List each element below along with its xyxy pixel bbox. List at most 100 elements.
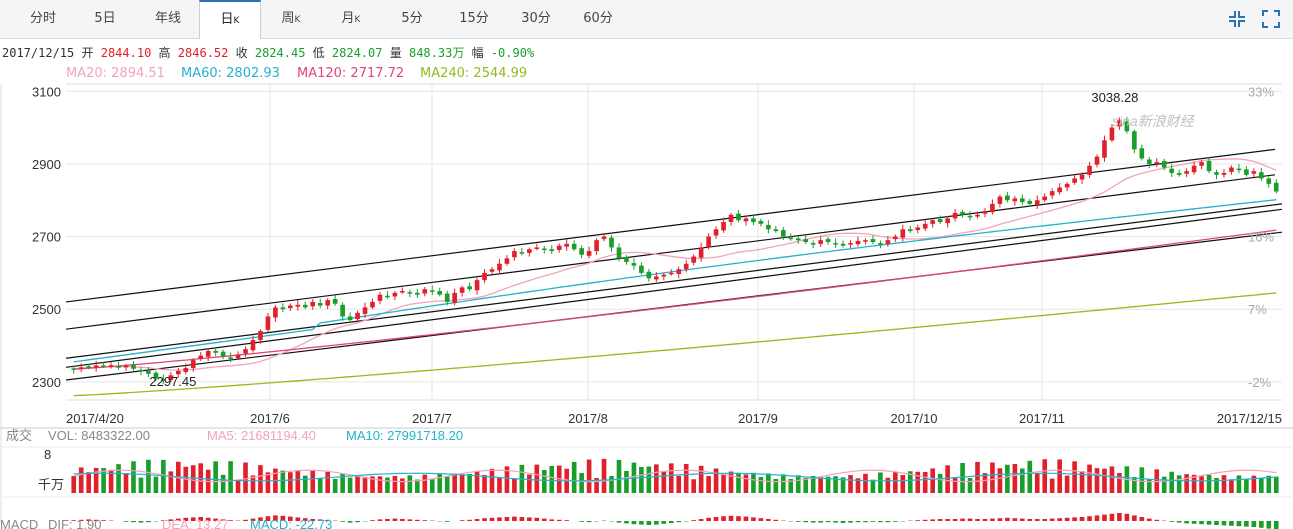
candle — [1109, 124, 1115, 143]
candle — [228, 352, 233, 363]
candle-body — [848, 243, 853, 245]
candle — [810, 240, 816, 249]
candle — [1049, 188, 1055, 199]
candle — [153, 370, 159, 381]
close-label: 收 — [235, 46, 248, 60]
volume-bar — [422, 474, 428, 493]
candle — [1273, 179, 1279, 194]
candle-body — [213, 350, 218, 353]
candle-body — [310, 301, 316, 307]
volume-bar — [302, 475, 308, 493]
candle-body — [1199, 162, 1204, 166]
candle-body — [743, 218, 749, 222]
macd-bar — [325, 519, 331, 521]
volume-bar — [444, 476, 450, 493]
candle-body — [736, 213, 741, 221]
candle-body — [444, 293, 450, 302]
candle-body — [205, 350, 211, 357]
candle-body — [71, 368, 77, 370]
macd-bar — [1244, 521, 1249, 527]
volume-bar — [728, 471, 734, 493]
macd-bar — [310, 519, 316, 521]
macd-bar — [1169, 521, 1175, 522]
candle-body — [161, 379, 166, 381]
candle — [691, 254, 696, 266]
candle — [123, 364, 129, 372]
candle-body — [1042, 196, 1048, 201]
macd-bar — [190, 517, 196, 521]
candle-body — [893, 236, 898, 240]
fullscreen-icon[interactable] — [1260, 8, 1282, 30]
low-annotation: 2297.45 — [149, 374, 196, 389]
macd-bar — [1146, 518, 1152, 521]
volume-bar — [1012, 463, 1018, 493]
x-tick-label: 2017/4/20 — [66, 411, 124, 426]
candle-body — [833, 243, 838, 245]
candle — [527, 247, 532, 257]
candle-body — [101, 365, 106, 367]
candle-body — [960, 211, 965, 215]
tab-intraday[interactable]: 分时 — [29, 11, 56, 26]
watermark: sina新浪财经 — [1112, 113, 1196, 129]
macd-bar — [489, 517, 495, 521]
candle-body — [997, 196, 1003, 204]
volume-bar — [146, 459, 151, 493]
candle-body — [280, 307, 286, 310]
tab-5min[interactable]: 5分 — [401, 11, 423, 26]
candle — [1176, 169, 1182, 177]
volume-bar — [952, 477, 958, 493]
candle-body — [840, 243, 846, 246]
candle-body — [183, 368, 189, 373]
tab-daily-k-label: 日 — [220, 12, 234, 27]
candle-body — [1064, 183, 1070, 188]
candle-body — [273, 307, 278, 318]
macd-bar — [766, 519, 771, 521]
tab-5day[interactable]: 5日 — [94, 11, 116, 26]
candle — [728, 212, 734, 226]
volume-bar — [340, 473, 345, 493]
candle — [990, 199, 995, 215]
candle — [116, 361, 121, 370]
tab-year-line[interactable]: 年线 — [154, 11, 181, 26]
candle-body — [1079, 174, 1085, 180]
macd-bar — [743, 516, 749, 521]
candle — [579, 245, 584, 259]
tab-60min[interactable]: 60分 — [583, 11, 613, 26]
macd-bar — [444, 521, 450, 522]
candle-body — [556, 245, 562, 250]
candle-body — [661, 274, 667, 277]
volume-bar — [467, 473, 472, 493]
candle — [1102, 135, 1107, 162]
volume-bar — [766, 473, 771, 493]
volume-bar — [175, 461, 181, 493]
trend-line — [65, 148, 1276, 303]
high-value: 2846.52 — [177, 46, 229, 60]
macd-bar — [773, 519, 779, 521]
volume-bar — [250, 475, 256, 493]
tab-15min[interactable]: 15分 — [459, 11, 489, 26]
volume-bar — [616, 459, 622, 493]
candle — [780, 227, 786, 240]
volume-bar — [601, 458, 607, 493]
tab-30min[interactable]: 30分 — [521, 11, 551, 26]
tab-weekly-k[interactable]: 周K — [266, 0, 316, 38]
tab-monthly-k[interactable]: 月K — [326, 0, 376, 38]
candle-body — [1236, 168, 1242, 171]
macd-bar — [990, 518, 995, 521]
macd-bar — [982, 519, 988, 521]
candle-body — [429, 290, 435, 292]
candle — [713, 226, 719, 239]
volume-bar — [1236, 475, 1242, 493]
macd-bar — [1019, 518, 1025, 521]
tab-daily-k[interactable]: 日K — [199, 0, 261, 39]
candle-body — [422, 289, 428, 294]
collapse-icon[interactable] — [1226, 8, 1248, 30]
macd-bar — [676, 521, 682, 523]
candle — [556, 243, 562, 253]
macd-bar — [400, 519, 405, 521]
candle — [825, 236, 831, 245]
candle-body — [549, 249, 555, 252]
candle-body — [1005, 195, 1010, 201]
ma60-line — [73, 199, 1277, 363]
volume-bar — [803, 478, 809, 493]
